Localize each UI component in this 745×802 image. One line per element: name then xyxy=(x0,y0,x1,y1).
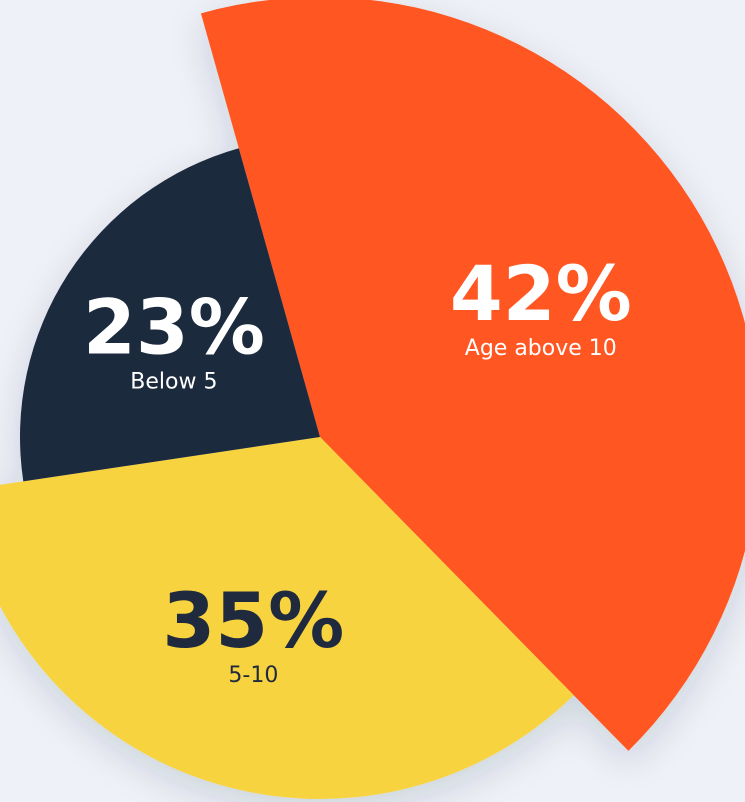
pie-slice xyxy=(200,0,745,751)
slice-value-label: 42% xyxy=(450,249,632,338)
slice-value-label: 35% xyxy=(162,576,344,665)
pie-slice xyxy=(20,148,321,482)
slice-category-label: Below 5 xyxy=(130,369,217,394)
pie-slice xyxy=(0,437,574,800)
slice-category-label: Age above 10 xyxy=(465,336,617,361)
slice-category-label: 5-10 xyxy=(228,663,278,688)
labels: 42%Age above 10 35%5-10 23%Below 5 xyxy=(83,249,632,688)
slice-value-label: 23% xyxy=(83,282,265,371)
